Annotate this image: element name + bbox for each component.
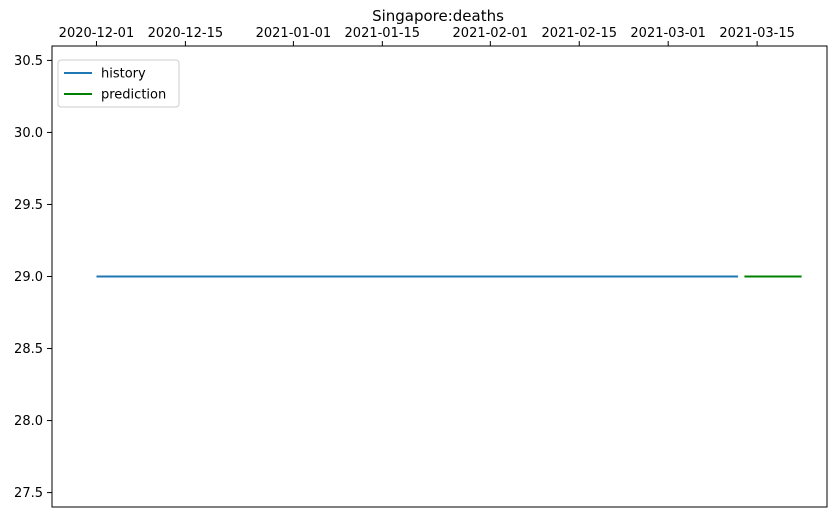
y-tick-label: 28.5: [14, 342, 43, 357]
x-tick-label: 2021-03-01: [630, 26, 706, 41]
y-tick-label: 29.0: [14, 270, 43, 285]
y-tick-label: 28.0: [14, 414, 43, 429]
legend: history prediction: [57, 59, 180, 108]
legend-box: [57, 59, 180, 108]
x-tick-label: 2021-01-01: [256, 26, 332, 41]
legend-label-prediction: prediction: [101, 88, 166, 103]
x-tick-label: 2020-12-01: [59, 26, 135, 41]
x-tick-label: 2020-12-15: [148, 26, 224, 41]
x-tick-label: 2021-01-15: [345, 26, 421, 41]
y-tick-label: 29.5: [14, 198, 43, 213]
axes: 2020-12-01 2020-12-15 2021-01-01 2021-01-15…: [14, 26, 828, 508]
y-tick-label: 30.5: [14, 54, 43, 69]
x-tick-label: 2021-02-01: [453, 26, 529, 41]
chart-title: Singapore:deaths: [372, 7, 504, 25]
legend-label-history: history: [101, 67, 146, 82]
y-tick-label: 27.5: [14, 486, 43, 501]
x-tick-label: 2021-03-15: [719, 26, 795, 41]
x-tick-label: 2021-02-15: [541, 26, 617, 41]
y-tick-label: 30.0: [14, 126, 43, 141]
